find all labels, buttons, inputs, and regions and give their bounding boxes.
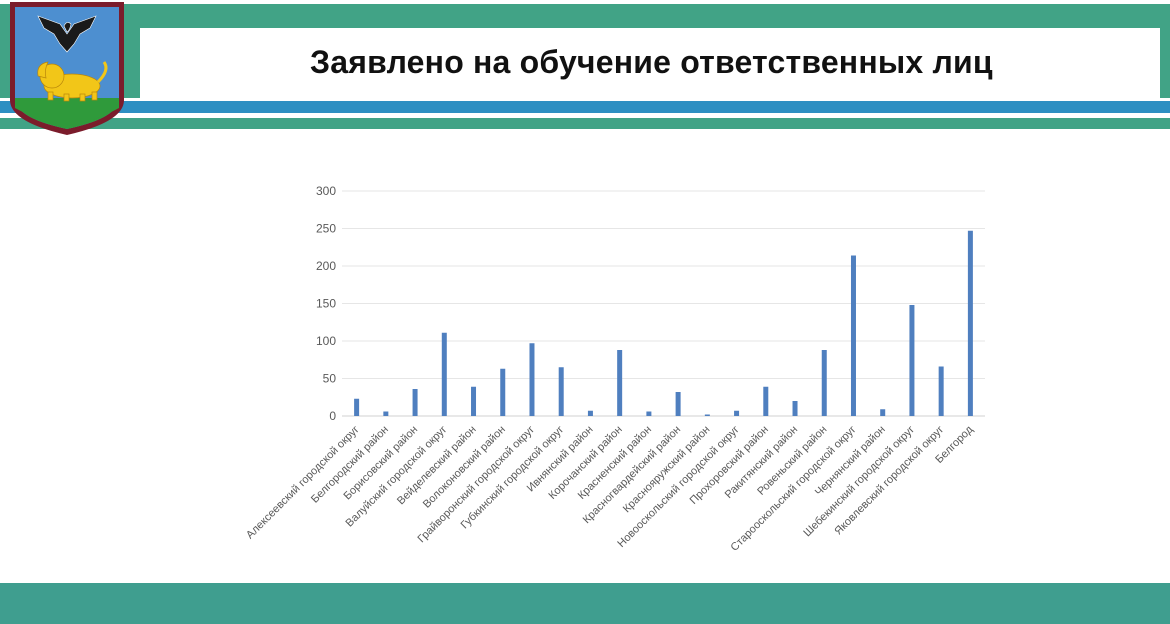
chart-bars bbox=[354, 230, 973, 416]
bar bbox=[967, 230, 973, 416]
bar bbox=[587, 410, 593, 416]
y-tick-label: 100 bbox=[316, 334, 336, 348]
page-title: Заявлено на обучение ответственных лиц bbox=[310, 44, 993, 80]
y-tick-label: 0 bbox=[329, 409, 336, 423]
y-tick-label: 50 bbox=[323, 372, 337, 386]
header-stripe-blue bbox=[0, 101, 1170, 113]
bar bbox=[412, 389, 418, 416]
bar bbox=[850, 255, 856, 416]
bar bbox=[675, 392, 681, 416]
header-stripe-white bbox=[0, 113, 1170, 118]
title-panel bbox=[140, 28, 1160, 98]
bar bbox=[441, 332, 447, 416]
bar bbox=[880, 409, 886, 416]
bar bbox=[763, 386, 769, 416]
y-tick-label: 250 bbox=[316, 222, 336, 236]
y-tick-label: 200 bbox=[316, 259, 336, 273]
bar bbox=[558, 367, 564, 416]
belgorod-coat-of-arms-icon bbox=[10, 2, 124, 135]
footer-band bbox=[0, 583, 1170, 624]
chart-gridlines bbox=[342, 190, 985, 417]
x-tick-label: Алексеевский городской округ bbox=[244, 424, 362, 542]
bar bbox=[704, 414, 710, 416]
bar bbox=[471, 386, 477, 416]
bar bbox=[529, 343, 535, 416]
bar bbox=[734, 410, 740, 416]
header-divider bbox=[0, 98, 1170, 101]
bar bbox=[383, 411, 389, 416]
bar bbox=[617, 350, 623, 416]
header-stripe-green bbox=[0, 118, 1170, 129]
bar bbox=[354, 398, 360, 416]
bar bbox=[821, 350, 827, 416]
bar bbox=[646, 411, 652, 416]
bar bbox=[938, 366, 944, 416]
bar bbox=[500, 368, 506, 416]
y-tick-label: 300 bbox=[316, 184, 336, 198]
bar bbox=[909, 305, 915, 416]
y-axis-ticks: 0 50 100 150 200 250 300 bbox=[316, 184, 336, 423]
y-tick-label: 150 bbox=[316, 297, 336, 311]
bar bbox=[792, 401, 798, 416]
x-axis-ticks: Алексеевский городской округБелгородский… bbox=[244, 423, 976, 553]
